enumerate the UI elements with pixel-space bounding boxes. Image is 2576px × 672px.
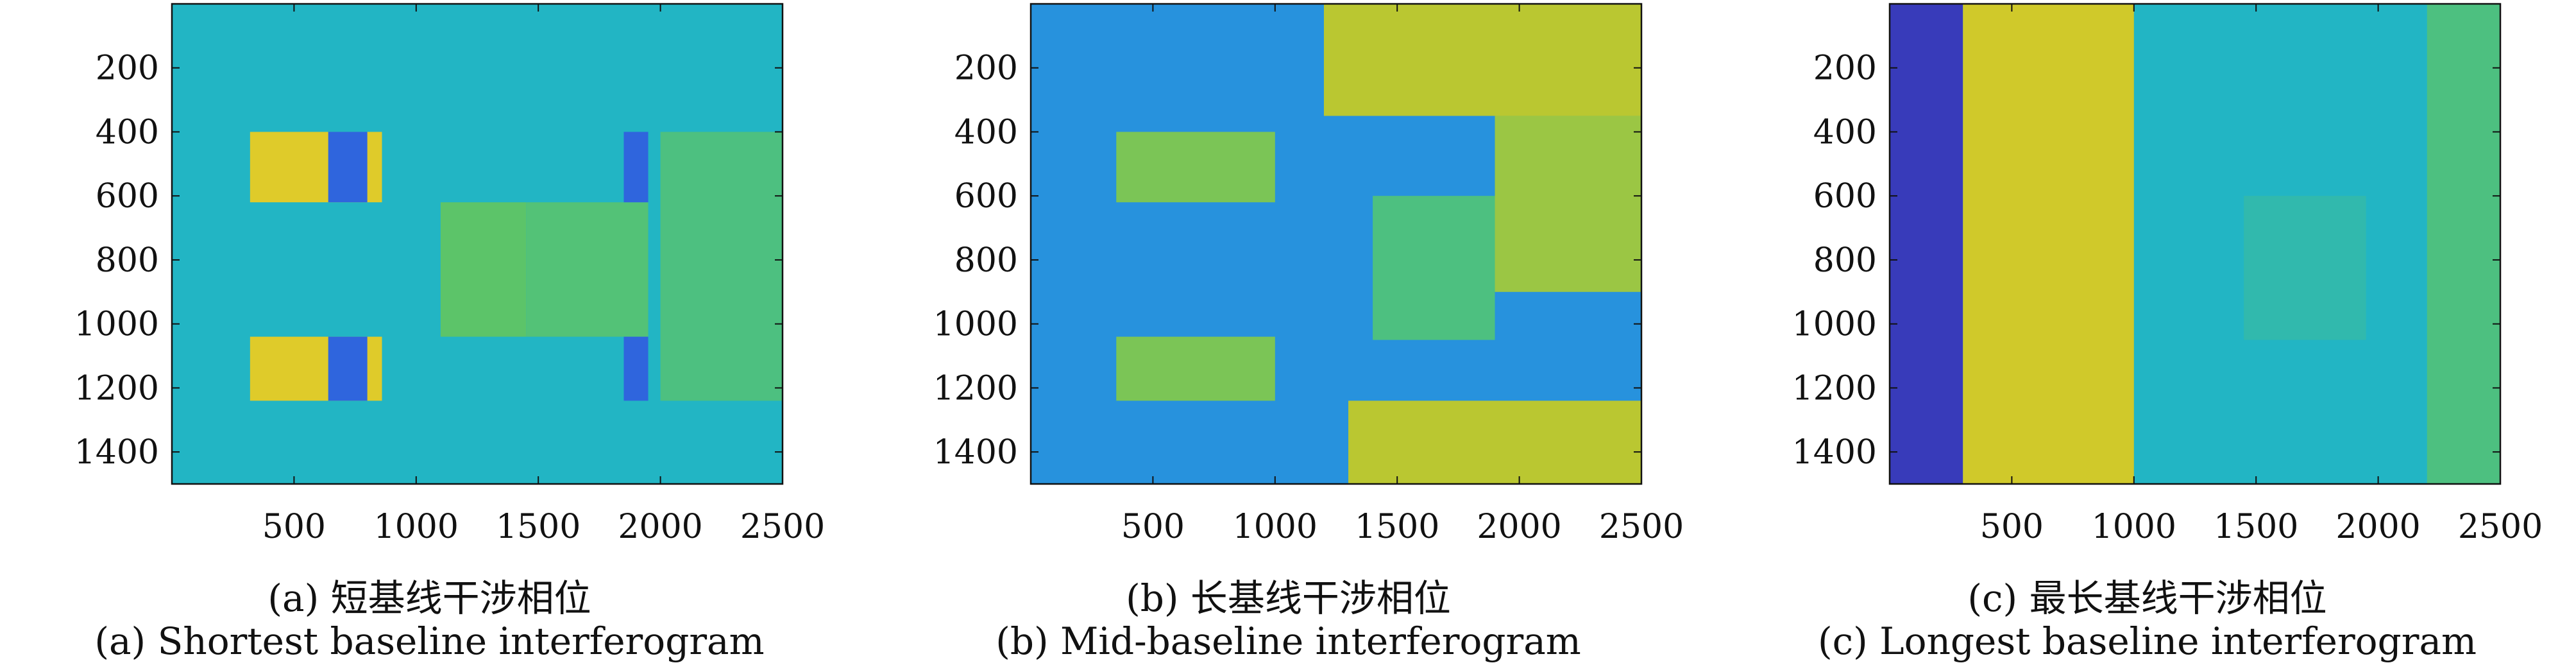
heatmap-region-7 <box>623 132 648 203</box>
heatmap-cells <box>172 4 783 484</box>
x-tick-label: 1500 <box>2214 508 2298 546</box>
x-tick-label: 2500 <box>1599 508 1684 546</box>
y-tick-label: 1200 <box>74 369 159 408</box>
heatmap-region-2 <box>1495 116 1641 292</box>
x-tick-label: 500 <box>1121 508 1185 546</box>
x-tick-label: 2500 <box>740 508 825 546</box>
heatmap-cells <box>1031 4 1641 484</box>
y-tick-label: 1000 <box>933 306 1018 344</box>
heatmap-region-3 <box>328 132 368 203</box>
axes-frame <box>171 3 784 485</box>
caption-zh: (b) 长基线干涉相位 <box>1126 576 1451 620</box>
x-tick-label: 2500 <box>2458 508 2543 546</box>
y-tick-label: 600 <box>1813 177 1877 216</box>
y-tick-label: 400 <box>96 113 159 151</box>
y-tick-label: 200 <box>1813 49 1877 88</box>
heatmap-cells <box>1890 4 2500 484</box>
panel-a: 500 1000 1500 2000 2500 200 400 600 800 1000 1200 1… <box>0 0 859 672</box>
y-tick-label: 400 <box>954 113 1018 151</box>
y-tick-label: 200 <box>96 49 159 88</box>
caption-en: (a) Shortest baseline interferogram <box>94 619 765 663</box>
heatmap-svg: 500 1000 1500 2000 2500 200 400 600 800 1000 1200 1… <box>1792 3 2543 546</box>
x-tick-label: 2000 <box>1477 508 1561 546</box>
y-tick-label: 800 <box>96 241 159 280</box>
x-tick-label: 1500 <box>496 508 580 546</box>
panel-b: 500 1000 1500 2000 2500 200 400 600 800 1000 1200 1… <box>859 0 1718 672</box>
x-tick-label: 2000 <box>2335 508 2420 546</box>
heatmap-region-1 <box>1323 4 1641 116</box>
y-tick-label: 600 <box>96 177 159 216</box>
heatmap-svg: 500 1000 1500 2000 2500 200 400 600 800 1000 1200 1… <box>74 3 825 546</box>
heatmap-region-6 <box>1116 336 1275 401</box>
x-tick-label: 1000 <box>1233 508 1318 546</box>
heatmap-svg: 500 1000 1500 2000 2500 200 400 600 800 1000 1200 1… <box>933 3 1684 546</box>
axes-frame <box>1030 3 1643 485</box>
y-tick-label: 1000 <box>74 306 159 344</box>
caption-en: (c) Longest baseline interferogram <box>1817 619 2477 663</box>
y-tick-label: 1000 <box>1792 306 1877 344</box>
x-tick-label: 1000 <box>374 508 459 546</box>
x-tick-label: 500 <box>262 508 326 546</box>
panel-c: 500 1000 1500 2000 2500 200 400 600 800 1000 1200 1… <box>1718 0 2576 672</box>
heatmap-region-6 <box>526 202 648 337</box>
heatmap-region-5 <box>440 202 527 337</box>
heatmap-region-4 <box>1373 196 1495 340</box>
heatmap-region-9 <box>660 132 783 401</box>
y-tick-label: 1400 <box>933 433 1018 472</box>
heatmap-region-3 <box>1348 401 1641 484</box>
y-tick-label: 1400 <box>74 433 159 472</box>
caption-zh: (a) 短基线干涉相位 <box>267 576 591 620</box>
y-tick-label: 800 <box>954 241 1018 280</box>
y-tick-label: 800 <box>1813 241 1877 280</box>
heatmap-region-3 <box>2244 196 2366 340</box>
caption-zh: (c) 最长基线干涉相位 <box>1967 576 2327 620</box>
y-tick-label: 1200 <box>1792 369 1877 408</box>
axes-frame <box>1888 3 2502 485</box>
heatmap-region-5 <box>1116 132 1275 203</box>
x-tick-label: 1000 <box>2092 508 2176 546</box>
heatmap-region-2 <box>1963 4 2134 484</box>
y-tick-label: 200 <box>954 49 1018 88</box>
heatmap-region-1 <box>1890 4 1963 484</box>
x-tick-label: 1500 <box>1355 508 1439 546</box>
heatmap-region-8 <box>623 336 648 401</box>
caption-en: (b) Mid-baseline interferogram <box>996 619 1581 663</box>
y-tick-label: 1400 <box>1792 433 1877 472</box>
x-tick-label: 500 <box>1980 508 2044 546</box>
y-tick-label: 600 <box>954 177 1018 216</box>
x-tick-label: 2000 <box>618 508 702 546</box>
y-tick-label: 400 <box>1813 113 1877 151</box>
y-tick-label: 1200 <box>933 369 1018 408</box>
heatmap-region-4 <box>2427 4 2500 484</box>
heatmap-region-4 <box>328 336 368 401</box>
